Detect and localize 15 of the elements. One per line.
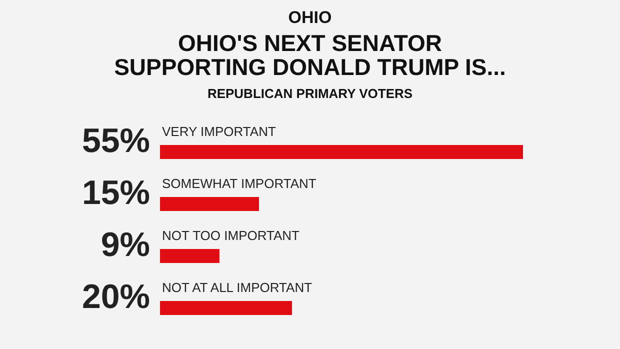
chart-title: OHIO'S NEXT SENATOR SUPPORTING DONALD TRUMP IS... (114, 30, 506, 80)
data-label: 9% (100, 226, 150, 264)
y-tick-label: NOT AT ALL IMPORTANT (162, 280, 312, 295)
y-tick-label: VERY IMPORTANT (162, 124, 276, 139)
bar (160, 249, 220, 263)
data-label: 55% (82, 122, 150, 160)
bar (160, 197, 259, 211)
chart-subtitle: REPUBLICAN PRIMARY VOTERS (207, 86, 413, 101)
y-tick-label: SOMEWHAT IMPORTANT (162, 176, 316, 191)
text: OHIO (288, 8, 332, 27)
bar (160, 301, 292, 315)
data-label: 20% (82, 278, 150, 316)
y-tick-label: NOT TOO IMPORTANT (162, 228, 300, 243)
data-label: 15% (82, 174, 150, 212)
bar (160, 145, 523, 159)
